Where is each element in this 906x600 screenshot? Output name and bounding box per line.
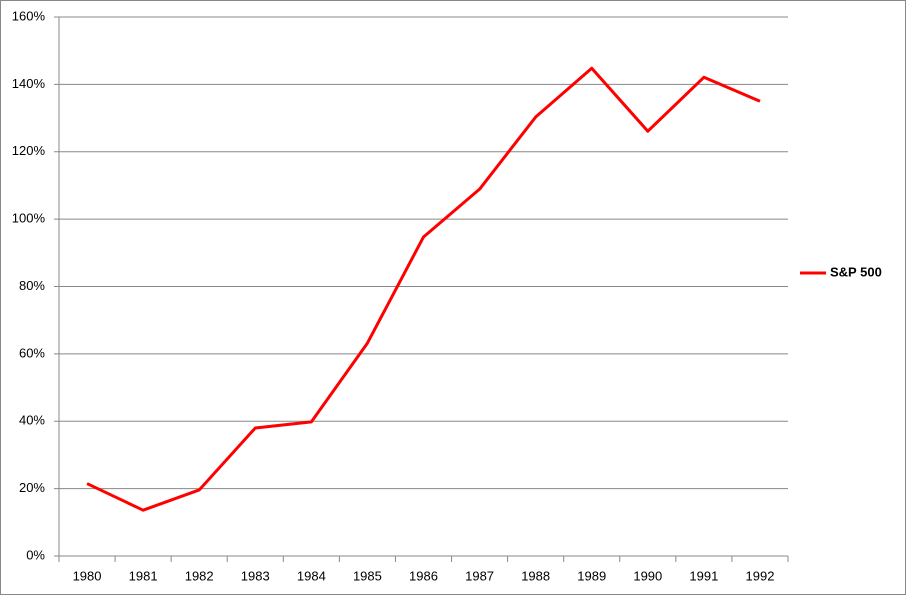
y-tick-label: 0% [26,547,45,562]
y-tick-label: 20% [19,480,45,495]
y-tick-label: 120% [12,143,46,158]
x-tick-label: 1992 [746,568,775,583]
x-tick-label: 1989 [577,568,606,583]
y-tick-label: 80% [19,278,45,293]
y-tick-label: 160% [12,8,46,23]
y-tick-label: 140% [12,76,46,91]
x-tick-label: 1986 [409,568,438,583]
x-tick-label: 1985 [353,568,382,583]
x-tick-label: 1981 [129,568,158,583]
x-tick-label: 1988 [521,568,550,583]
x-tick-label: 1984 [297,568,326,583]
legend-label: S&P 500 [830,264,882,279]
x-tick-label: 1983 [241,568,270,583]
x-tick-label: 1990 [633,568,662,583]
y-tick-label: 100% [12,211,46,226]
x-tick-label: 1980 [73,568,102,583]
x-tick-label: 1982 [185,568,214,583]
series-line [86,66,761,512]
y-tick-label: 40% [19,413,45,428]
x-tick-label: 1991 [689,568,718,583]
y-tick-label: 60% [19,345,45,360]
x-tick-label: 1987 [465,568,494,583]
